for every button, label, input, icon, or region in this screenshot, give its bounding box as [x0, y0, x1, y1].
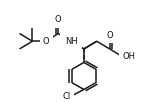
Text: OH: OH [123, 52, 136, 61]
Text: O: O [55, 16, 61, 24]
Text: Cl: Cl [63, 92, 71, 101]
Text: O: O [106, 31, 113, 40]
Text: O: O [43, 37, 50, 46]
Text: NH: NH [65, 37, 77, 46]
